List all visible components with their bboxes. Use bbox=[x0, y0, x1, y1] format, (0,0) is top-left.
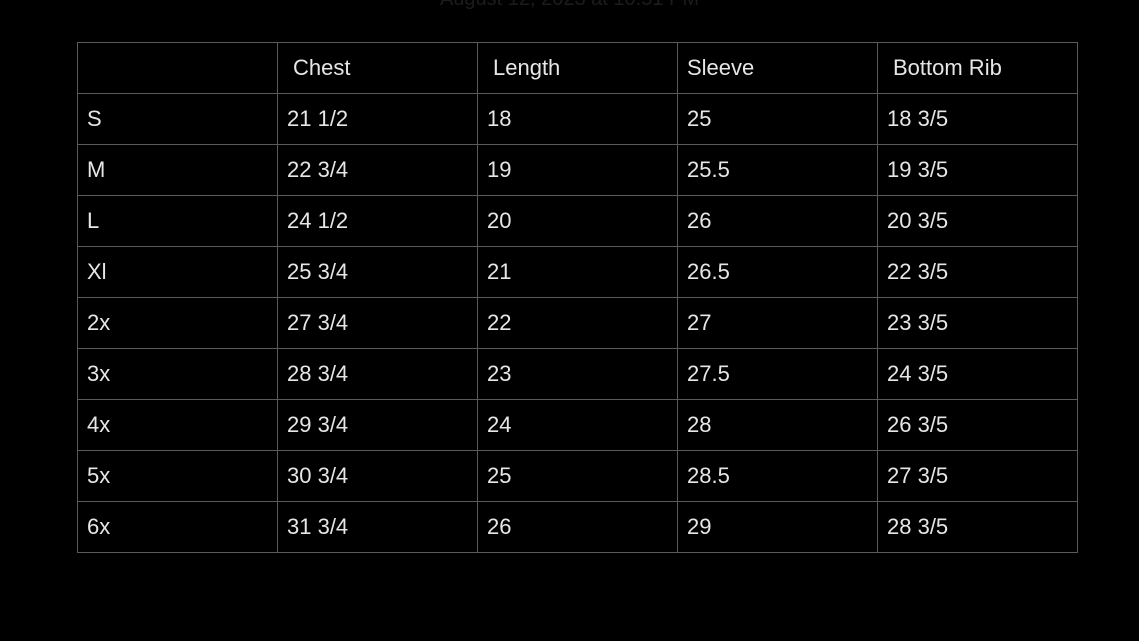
table-cell: L bbox=[77, 195, 278, 247]
table-row: L 24 1/2 20 26 20 3/5 bbox=[77, 195, 1078, 247]
table-cell: 25.5 bbox=[677, 144, 878, 196]
table-row: 3x 28 3/4 23 27.5 24 3/5 bbox=[77, 348, 1078, 400]
header-cell: Bottom Rib bbox=[877, 42, 1078, 94]
table-row: Xl 25 3/4 21 26.5 22 3/5 bbox=[77, 246, 1078, 298]
table-cell: 30 3/4 bbox=[277, 450, 478, 502]
table-row: S 21 1/2 18 25 18 3/5 bbox=[77, 93, 1078, 145]
table-cell: 19 3/5 bbox=[877, 144, 1078, 196]
table-cell: 3x bbox=[77, 348, 278, 400]
table-cell: 19 bbox=[477, 144, 678, 196]
table-cell: 23 3/5 bbox=[877, 297, 1078, 349]
table-cell: 4x bbox=[77, 399, 278, 451]
table-cell: 26 bbox=[677, 195, 878, 247]
table-cell: 22 3/5 bbox=[877, 246, 1078, 298]
table-cell: 27 3/4 bbox=[277, 297, 478, 349]
table-cell: 28 bbox=[677, 399, 878, 451]
table-cell: 25 bbox=[477, 450, 678, 502]
table-cell: 25 bbox=[677, 93, 878, 145]
table-cell: 5x bbox=[77, 450, 278, 502]
size-chart-table: Chest Length Sleeve Bottom Rib S 21 1/2 18 25 18… bbox=[77, 42, 1078, 553]
table-cell: 28 3/4 bbox=[277, 348, 478, 400]
table-cell: 22 3/4 bbox=[277, 144, 478, 196]
table-cell: 29 bbox=[677, 501, 878, 553]
timestamp: August 12, 2023 at 10:51 PM bbox=[0, 0, 1139, 11]
table-cell: 27 bbox=[677, 297, 878, 349]
table-cell: 22 bbox=[477, 297, 678, 349]
table-cell: 24 1/2 bbox=[277, 195, 478, 247]
table-row: 2x 27 3/4 22 27 23 3/5 bbox=[77, 297, 1078, 349]
table-cell: 20 3/5 bbox=[877, 195, 1078, 247]
table-cell: 20 bbox=[477, 195, 678, 247]
table-cell: 24 3/5 bbox=[877, 348, 1078, 400]
table-cell: 2x bbox=[77, 297, 278, 349]
table-row: 4x 29 3/4 24 28 26 3/5 bbox=[77, 399, 1078, 451]
table-cell: 29 3/4 bbox=[277, 399, 478, 451]
table-cell: 26 bbox=[477, 501, 678, 553]
table-cell: 24 bbox=[477, 399, 678, 451]
table-cell: 31 3/4 bbox=[277, 501, 478, 553]
table-cell: Xl bbox=[77, 246, 278, 298]
header-cell bbox=[77, 42, 278, 94]
table-row: 6x 31 3/4 26 29 28 3/5 bbox=[77, 501, 1078, 553]
header-cell: Sleeve bbox=[677, 42, 878, 94]
table-cell: 27.5 bbox=[677, 348, 878, 400]
table-cell: 28.5 bbox=[677, 450, 878, 502]
table-cell: 21 1/2 bbox=[277, 93, 478, 145]
table-cell: S bbox=[77, 93, 278, 145]
header-row: Chest Length Sleeve Bottom Rib bbox=[77, 42, 1078, 94]
header-cell: Length bbox=[477, 42, 678, 94]
table-cell: 6x bbox=[77, 501, 278, 553]
header-cell: Chest bbox=[277, 42, 478, 94]
table-row: M 22 3/4 19 25.5 19 3/5 bbox=[77, 144, 1078, 196]
table-cell: 18 bbox=[477, 93, 678, 145]
table-cell: M bbox=[77, 144, 278, 196]
table-cell: 28 3/5 bbox=[877, 501, 1078, 553]
table-row: 5x 30 3/4 25 28.5 27 3/5 bbox=[77, 450, 1078, 502]
table-cell: 27 3/5 bbox=[877, 450, 1078, 502]
table-cell: 21 bbox=[477, 246, 678, 298]
table-cell: 23 bbox=[477, 348, 678, 400]
table-cell: 26 3/5 bbox=[877, 399, 1078, 451]
table-cell: 26.5 bbox=[677, 246, 878, 298]
table-cell: 18 3/5 bbox=[877, 93, 1078, 145]
table-cell: 25 3/4 bbox=[277, 246, 478, 298]
